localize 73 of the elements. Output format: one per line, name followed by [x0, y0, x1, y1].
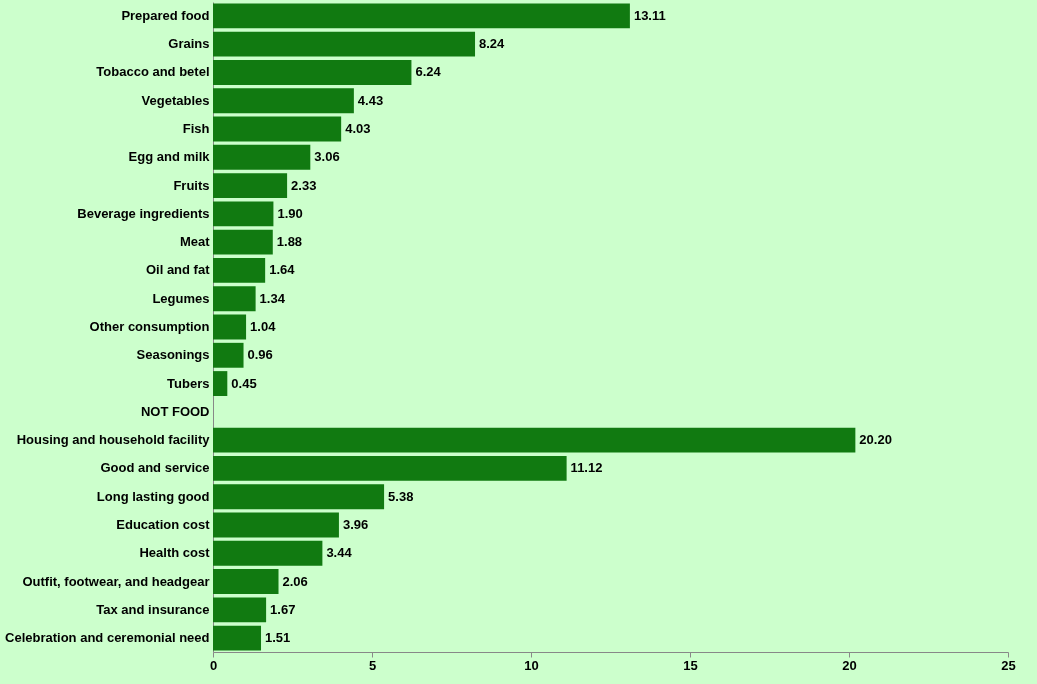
bar — [213, 116, 342, 142]
data-label: 11.12 — [570, 460, 603, 476]
y-tick-label: NOT FOOD — [140, 403, 210, 419]
bar — [213, 257, 266, 283]
bar — [213, 3, 630, 29]
bar — [213, 173, 288, 199]
bar — [213, 342, 244, 368]
data-label: 2.33 — [291, 177, 317, 193]
bar — [213, 201, 274, 227]
y-tick-label: Fish — [182, 121, 210, 136]
bar — [213, 314, 247, 340]
y-tick-label: Seasonings — [136, 347, 210, 363]
bar — [213, 540, 323, 566]
data-label: 8.24 — [479, 36, 506, 52]
data-label: 1.88 — [276, 234, 303, 250]
data-label: 1.90 — [277, 205, 303, 221]
y-tick-label: Prepared food — [121, 7, 210, 23]
bar — [213, 59, 412, 85]
y-tick-label: Tobacco and betel — [96, 64, 210, 80]
bar — [213, 597, 267, 623]
bar — [213, 371, 228, 397]
data-label: 20.20 — [859, 432, 892, 448]
bar — [213, 144, 311, 170]
y-tick-label: Grains — [168, 36, 210, 52]
data-label: 3.06 — [314, 149, 340, 165]
data-label: 1.34 — [259, 290, 286, 306]
y-tick-label: Oil and fat — [145, 262, 211, 278]
bar — [213, 484, 385, 510]
y-tick-label: Legumes — [152, 290, 210, 306]
bar — [213, 455, 567, 481]
data-label: 1.04 — [250, 319, 277, 334]
bar — [213, 229, 273, 255]
x-tick-label: 10 — [524, 657, 539, 673]
y-tick-label: Other consumption — [89, 319, 210, 334]
data-label: 0.96 — [247, 347, 273, 363]
bar — [213, 512, 339, 538]
data-label: 13.11 — [633, 7, 666, 23]
data-label: 0.45 — [231, 375, 257, 391]
data-label: 2.06 — [282, 573, 308, 589]
bar — [213, 88, 354, 114]
y-tick-label: Vegetables — [141, 92, 210, 108]
data-label: 3.96 — [342, 517, 369, 532]
bar — [213, 569, 279, 595]
bar — [213, 286, 256, 312]
x-tick-label: 20 — [842, 657, 857, 673]
x-tick-label: 15 — [683, 657, 698, 673]
y-tick-label: Celebration and ceremonial need — [5, 630, 210, 646]
x-tick-label: 25 — [1001, 657, 1016, 673]
data-label: 1.64 — [269, 262, 296, 278]
data-label: 5.38 — [388, 488, 414, 504]
y-tick-label: Outfit, footwear, and headgear — [22, 573, 210, 589]
y-tick-label: Education cost — [116, 517, 211, 532]
data-label: 6.24 — [415, 64, 442, 80]
x-tick-label: 0 — [209, 657, 218, 673]
y-tick-label: Tubers — [167, 375, 210, 391]
y-tick-label: Fruits — [173, 177, 210, 193]
data-label: 1.51 — [265, 630, 291, 646]
bar — [213, 427, 856, 453]
y-tick-label: Beverage ingredients — [77, 205, 210, 221]
bar — [213, 31, 476, 57]
y-tick-label: Health cost — [139, 545, 211, 561]
y-tick-label: Tax and insurance — [96, 601, 210, 617]
data-label: 1.67 — [270, 601, 296, 617]
data-label: 3.44 — [326, 545, 353, 561]
y-tick-label: Housing and household facility — [16, 432, 211, 448]
y-tick-label: Long lasting good — [96, 488, 210, 504]
data-label: 4.03 — [345, 121, 371, 136]
x-tick-label: 5 — [368, 657, 377, 673]
data-label: 4.43 — [357, 92, 384, 108]
y-tick-label: Egg and milk — [128, 149, 211, 165]
bar — [213, 625, 262, 651]
y-tick-label: Meat — [179, 234, 211, 250]
y-tick-label: Good and service — [100, 460, 210, 476]
